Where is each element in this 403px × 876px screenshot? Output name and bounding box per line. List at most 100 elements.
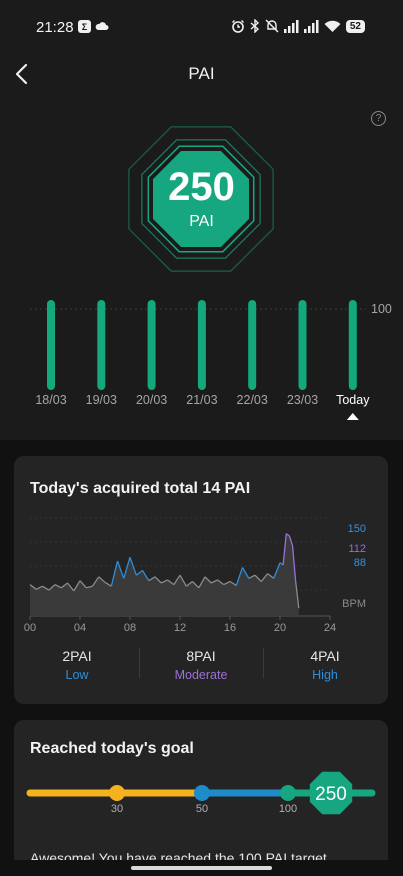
current-value-label: 250 (315, 784, 347, 805)
x-tick-label: 00 (24, 622, 36, 634)
bpm-line-segment (248, 574, 256, 579)
bpm-line-segment (42, 585, 50, 591)
goal-card: Reached today's goal 30 50 100 250 Awesome!… (14, 720, 388, 876)
bpm-line-segment (98, 576, 106, 583)
back-arrow-icon[interactable] (12, 62, 32, 86)
pai-value: 250 (168, 165, 235, 209)
bpm-line-segment (91, 576, 100, 587)
signal-icon (303, 19, 319, 33)
help-icon[interactable]: ? (371, 111, 386, 126)
home-indicator[interactable] (131, 866, 272, 870)
bpm-line-segment (204, 576, 212, 584)
bpm-line-segment (86, 585, 93, 589)
day-label: 19/03 (86, 393, 117, 407)
zone-low: 2PAI Low (17, 648, 137, 682)
today-pai-title: Today's acquired total 14 PAI (30, 480, 251, 497)
goal-progress: 30 50 100 250 (26, 771, 376, 815)
system-nav-bar (0, 860, 403, 876)
bpm-line-segment (54, 584, 62, 589)
milestone-label: 100 (279, 803, 297, 815)
day-label: 21/03 (186, 393, 217, 407)
app-header: PAI (0, 52, 403, 96)
bpm-line-segment (148, 576, 156, 582)
bpm-line-segment (260, 573, 269, 582)
bpm-line-segment (267, 573, 275, 579)
bpm-line-segment (288, 535, 294, 546)
day-label: 22/03 (237, 393, 268, 407)
bpm-line-segment (66, 582, 75, 592)
bpm-line-segment (116, 560, 125, 579)
bpm-line-segment (73, 580, 81, 592)
page-title: PAI (188, 64, 215, 83)
bpm-line-segment (285, 533, 290, 537)
badge-fill (153, 151, 249, 247)
current-value-badge (309, 771, 353, 815)
bpm-line-segment (135, 569, 143, 576)
day-bar (47, 300, 55, 390)
bpm-line-segment (110, 560, 119, 587)
today-pai-card: Today's acquired total 14 PAI 00 04 08 12 16… (14, 456, 388, 704)
bpm-line-segment (211, 579, 218, 584)
day-bar (248, 300, 257, 390)
bpm-line-segment (79, 580, 87, 589)
badge-inner-ring (147, 145, 255, 253)
badge-outer-ring (128, 126, 274, 272)
status-bar: 21:28 Σ 52 (0, 0, 403, 48)
x-tick-label: 16 (224, 622, 236, 634)
bpm-line-segment (123, 557, 131, 579)
bpm-line-segment (254, 574, 262, 582)
cloud-icon (95, 22, 109, 30)
weekly-pai-chart: 100 18/03 19/03 20/03 21/03 22/03 23/03 Today (30, 300, 392, 420)
milestone-label: 30 (111, 803, 123, 815)
zone-divider (263, 648, 264, 678)
bpm-unit-label: BPM (342, 598, 366, 610)
bpm-marker: 112 (348, 543, 366, 555)
wifi-icon (324, 20, 341, 32)
bpm-line-segment (192, 581, 200, 589)
zone-high: 4PAI High (265, 648, 385, 682)
x-tick-label: 04 (74, 622, 86, 634)
pai-badge (128, 126, 274, 272)
milestone-label: 50 (196, 803, 208, 815)
bpm-line-segment (223, 580, 231, 586)
milestone-dot (109, 785, 125, 801)
day-bar (197, 300, 206, 390)
zone-high-label: High (312, 668, 338, 682)
day-label: 18/03 (35, 393, 66, 407)
zone-high-pai: 4PAI (310, 648, 340, 664)
bpm-line-segment (29, 584, 37, 590)
mute-icon (265, 19, 279, 33)
bpm-line-segment (48, 584, 56, 591)
x-tick-label: 20 (274, 622, 286, 634)
pai-unit: PAI (189, 213, 214, 230)
x-tick-label: 24 (324, 622, 336, 634)
bpm-line-segment (60, 582, 68, 589)
day-label: 20/03 (136, 393, 167, 407)
bpm-line-segment (173, 574, 181, 585)
bpm-line-segment (104, 581, 112, 587)
zone-moderate-pai: 8PAI (186, 648, 216, 664)
bpm-marker: 88 (354, 557, 366, 569)
day-bar (97, 300, 106, 390)
heart-rate-chart: 00 04 08 12 16 20 24 150 112 88 BPM (24, 517, 366, 634)
bpm-line-segment (217, 579, 225, 586)
bpm-line-segment (129, 556, 137, 576)
bpm-line-segment (291, 545, 297, 581)
bpm-line-segment (141, 570, 150, 582)
bluetooth-icon (250, 19, 259, 33)
bpm-line-segment (282, 533, 287, 566)
alarm-icon (231, 20, 244, 33)
sim-toolkit-icon: Σ (78, 20, 91, 33)
badge-middle-ring (141, 139, 261, 259)
day-label: Today (336, 393, 370, 407)
bpm-line-segment (229, 580, 237, 586)
zone-low-pai: 2PAI (62, 648, 92, 664)
day-bar (147, 300, 156, 390)
bpm-line-segment (36, 585, 43, 590)
bpm-area (30, 533, 299, 616)
bpm-line-segment (179, 574, 187, 587)
zone-divider (139, 648, 140, 678)
milestone-dot (194, 785, 210, 801)
clock: 21:28 (36, 19, 74, 36)
day-label: 23/03 (287, 393, 318, 407)
